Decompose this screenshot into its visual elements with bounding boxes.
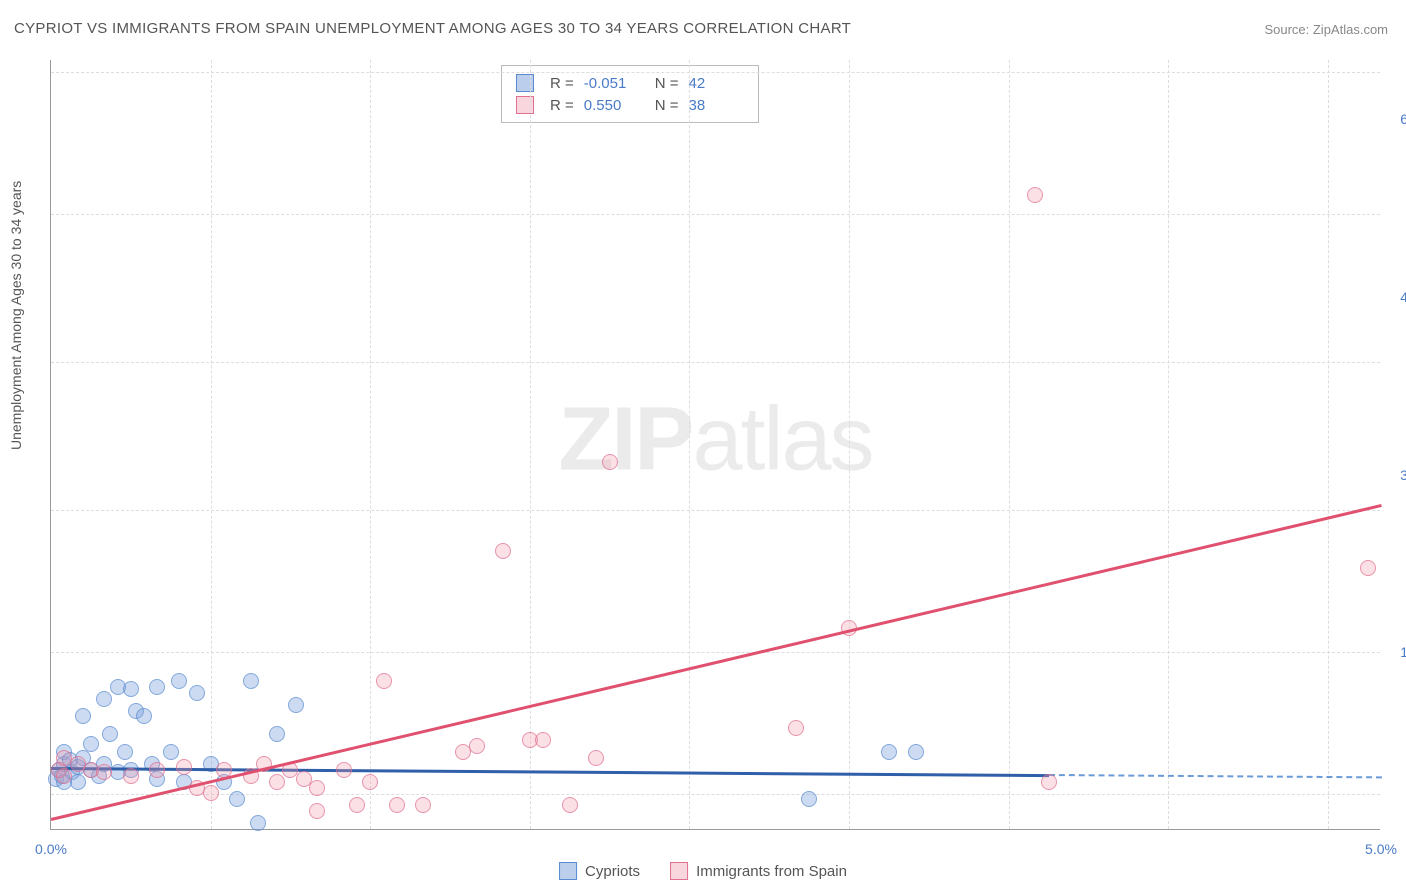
scatter-point <box>788 720 804 736</box>
gridline-v <box>211 60 212 829</box>
legend-stats-box: R = -0.051 N = 42 R = 0.550 N = 38 <box>501 65 759 123</box>
n-value-1: 42 <box>689 75 744 92</box>
gridline-v <box>370 60 371 829</box>
scatter-point <box>171 673 187 689</box>
x-tick-label: 0.0% <box>35 841 67 857</box>
x-tick-label: 5.0% <box>1365 841 1397 857</box>
r-value-2: 0.550 <box>584 97 639 114</box>
legend-item-spain: Immigrants from Spain <box>670 862 847 880</box>
gridline-v <box>1168 60 1169 829</box>
scatter-point <box>362 774 378 790</box>
gridline-v <box>849 60 850 829</box>
gridline-v <box>530 60 531 829</box>
y-axis-label: Unemployment Among Ages 30 to 34 years <box>8 181 24 450</box>
gridline-h <box>51 214 1380 215</box>
scatter-point <box>149 679 165 695</box>
watermark-bold: ZIP <box>558 389 692 489</box>
scatter-point <box>376 673 392 689</box>
r-label-2: R = <box>550 97 574 114</box>
n-label-2: N = <box>655 97 679 114</box>
swatch-pink-icon <box>670 862 688 880</box>
y-tick-label: 60.0% <box>1400 111 1406 127</box>
scatter-point <box>136 708 152 724</box>
scatter-point <box>1027 187 1043 203</box>
bottom-legend: Cypriots Immigrants from Spain <box>559 862 847 880</box>
gridline-h <box>51 362 1380 363</box>
swatch-blue-icon <box>516 74 534 92</box>
scatter-point <box>881 744 897 760</box>
scatter-point <box>1360 560 1376 576</box>
scatter-point <box>535 732 551 748</box>
n-value-2: 38 <box>689 97 744 114</box>
n-label: N = <box>655 75 679 92</box>
scatter-point <box>102 726 118 742</box>
gridline-h <box>51 72 1380 73</box>
scatter-point <box>163 744 179 760</box>
gridline-h <box>51 652 1380 653</box>
chart-title: CYPRIOT VS IMMIGRANTS FROM SPAIN UNEMPLO… <box>14 20 851 37</box>
scatter-point <box>562 797 578 813</box>
scatter-point <box>269 726 285 742</box>
legend-stats-row-1: R = -0.051 N = 42 <box>516 72 744 94</box>
scatter-point <box>288 697 304 713</box>
scatter-point <box>123 681 139 697</box>
gridline-v <box>689 60 690 829</box>
scatter-point <box>176 759 192 775</box>
scatter-point <box>243 673 259 689</box>
chart-container: CYPRIOT VS IMMIGRANTS FROM SPAIN UNEMPLO… <box>0 0 1406 892</box>
scatter-point <box>602 454 618 470</box>
scatter-point <box>415 797 431 813</box>
legend-stats-row-2: R = 0.550 N = 38 <box>516 94 744 116</box>
gridline-v <box>1328 60 1329 829</box>
scatter-point <box>588 750 604 766</box>
scatter-point <box>908 744 924 760</box>
scatter-point <box>269 774 285 790</box>
scatter-point <box>123 768 139 784</box>
r-value-1: -0.051 <box>584 75 639 92</box>
legend-label-1: Cypriots <box>585 863 640 880</box>
scatter-point <box>801 791 817 807</box>
scatter-point <box>309 803 325 819</box>
scatter-point <box>117 744 133 760</box>
scatter-point <box>495 543 511 559</box>
scatter-point <box>336 762 352 778</box>
watermark-light: atlas <box>692 389 872 489</box>
swatch-pink-icon <box>516 96 534 114</box>
scatter-point <box>96 764 112 780</box>
swatch-blue-icon <box>559 862 577 880</box>
scatter-point <box>149 762 165 778</box>
scatter-point <box>56 768 72 784</box>
legend-label-2: Immigrants from Spain <box>696 863 847 880</box>
y-tick-label: 45.0% <box>1400 289 1406 305</box>
gridline-h <box>51 794 1380 795</box>
trendline-dash <box>1048 774 1381 778</box>
source-label: Source: ZipAtlas.com <box>1264 22 1388 37</box>
plot-area: ZIPatlas R = -0.051 N = 42 R = 0.550 N =… <box>50 60 1380 830</box>
scatter-point <box>389 797 405 813</box>
scatter-point <box>83 736 99 752</box>
gridline-v <box>1009 60 1010 829</box>
y-tick-label: 15.0% <box>1400 644 1406 660</box>
scatter-point <box>250 815 266 831</box>
watermark: ZIPatlas <box>558 388 872 491</box>
scatter-point <box>1041 774 1057 790</box>
gridline-h <box>51 510 1380 511</box>
scatter-point <box>229 791 245 807</box>
scatter-point <box>469 738 485 754</box>
scatter-point <box>75 708 91 724</box>
scatter-point <box>189 685 205 701</box>
scatter-point <box>309 780 325 796</box>
trendline <box>51 767 1049 777</box>
scatter-point <box>96 691 112 707</box>
y-tick-label: 30.0% <box>1400 467 1406 483</box>
r-label: R = <box>550 75 574 92</box>
scatter-point <box>349 797 365 813</box>
scatter-point <box>203 785 219 801</box>
legend-item-cypriots: Cypriots <box>559 862 640 880</box>
